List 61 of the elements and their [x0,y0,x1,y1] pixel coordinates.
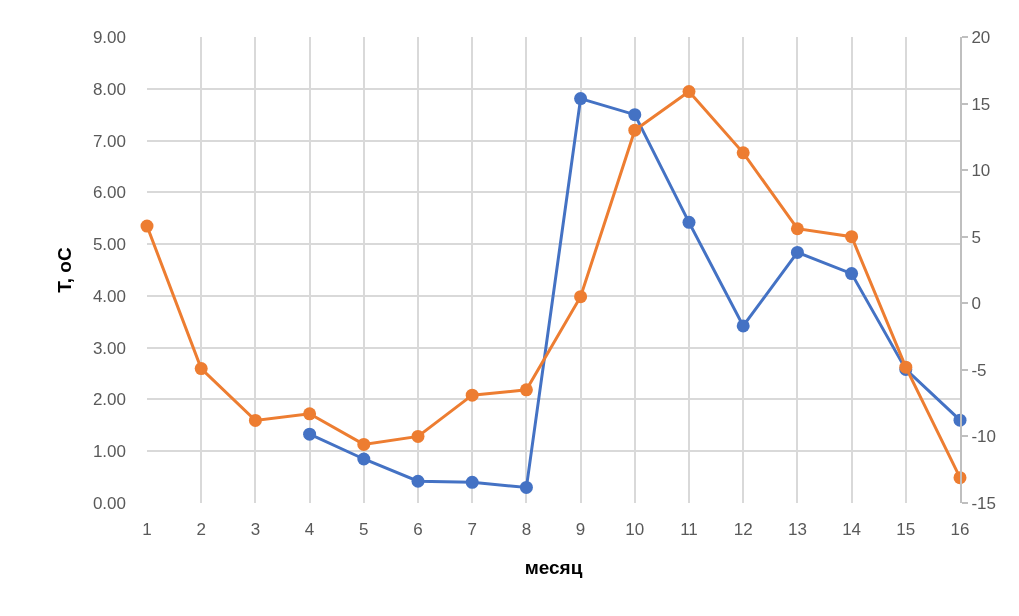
point [790,222,804,236]
point [519,480,533,494]
y-tick-label: 5.00 [92,235,126,255]
point [411,429,425,443]
point [845,267,859,281]
x-axis-title: месяц [524,556,583,578]
point [519,383,533,397]
y-tick-label: 2.00 [92,390,126,410]
x-tick-label: 1 [142,520,152,539]
point [628,123,642,137]
y2-tick-label: 20 [971,27,991,47]
y-tick-label: 8.00 [92,79,126,99]
y2-tick-label: 15 [971,94,991,114]
point [682,85,696,99]
point [736,319,750,333]
point [248,413,262,427]
y2-tick-label: -5 [971,360,987,380]
y-tick-label: 9.00 [92,27,126,47]
y2-tick-label: 10 [971,161,991,181]
y2-tick-label: -10 [971,427,996,447]
point [357,452,371,466]
point [574,290,588,304]
point [140,219,154,233]
x-tick-label: 10 [625,520,645,539]
x-tick-label: 5 [359,520,369,539]
point [465,388,479,402]
point [465,475,479,489]
y2-tick-label: 0 [971,294,981,314]
y-axis-title: T, oC [53,247,75,293]
point [357,437,371,451]
y-tick-label: 1.00 [92,442,126,462]
point [628,108,642,122]
x-tick-label: 9 [575,520,586,539]
x-tick-label: 6 [413,520,423,539]
x-tick-label: 4 [304,520,315,539]
point [303,427,317,441]
y-tick-label: 3.00 [92,338,126,358]
point [411,474,425,488]
point [574,92,588,106]
y2-tick-label: 5 [971,227,981,247]
x-tick-label: 3 [250,520,261,539]
x-tick-label: 14 [842,520,862,539]
x-tick-label: 7 [467,520,477,539]
point [303,407,317,421]
point [790,245,804,259]
x-tick-label: 13 [787,520,807,539]
point [194,362,208,376]
x-tick-label: 12 [733,520,753,539]
y-tick-label: 0.00 [92,493,126,513]
x-tick-label: 8 [521,520,532,539]
point [845,230,859,244]
y-tick-label: 6.00 [92,183,126,203]
point [736,146,750,160]
x-tick-label: 11 [680,520,698,539]
y-tick-label: 7.00 [92,131,126,151]
x-tick-label: 15 [896,520,916,539]
y2-tick-label: -15 [971,493,996,513]
y-tick-label: 4.00 [92,286,126,306]
point [682,215,696,229]
x-tick-label: 16 [950,520,970,539]
x-tick-label: 2 [196,520,206,539]
